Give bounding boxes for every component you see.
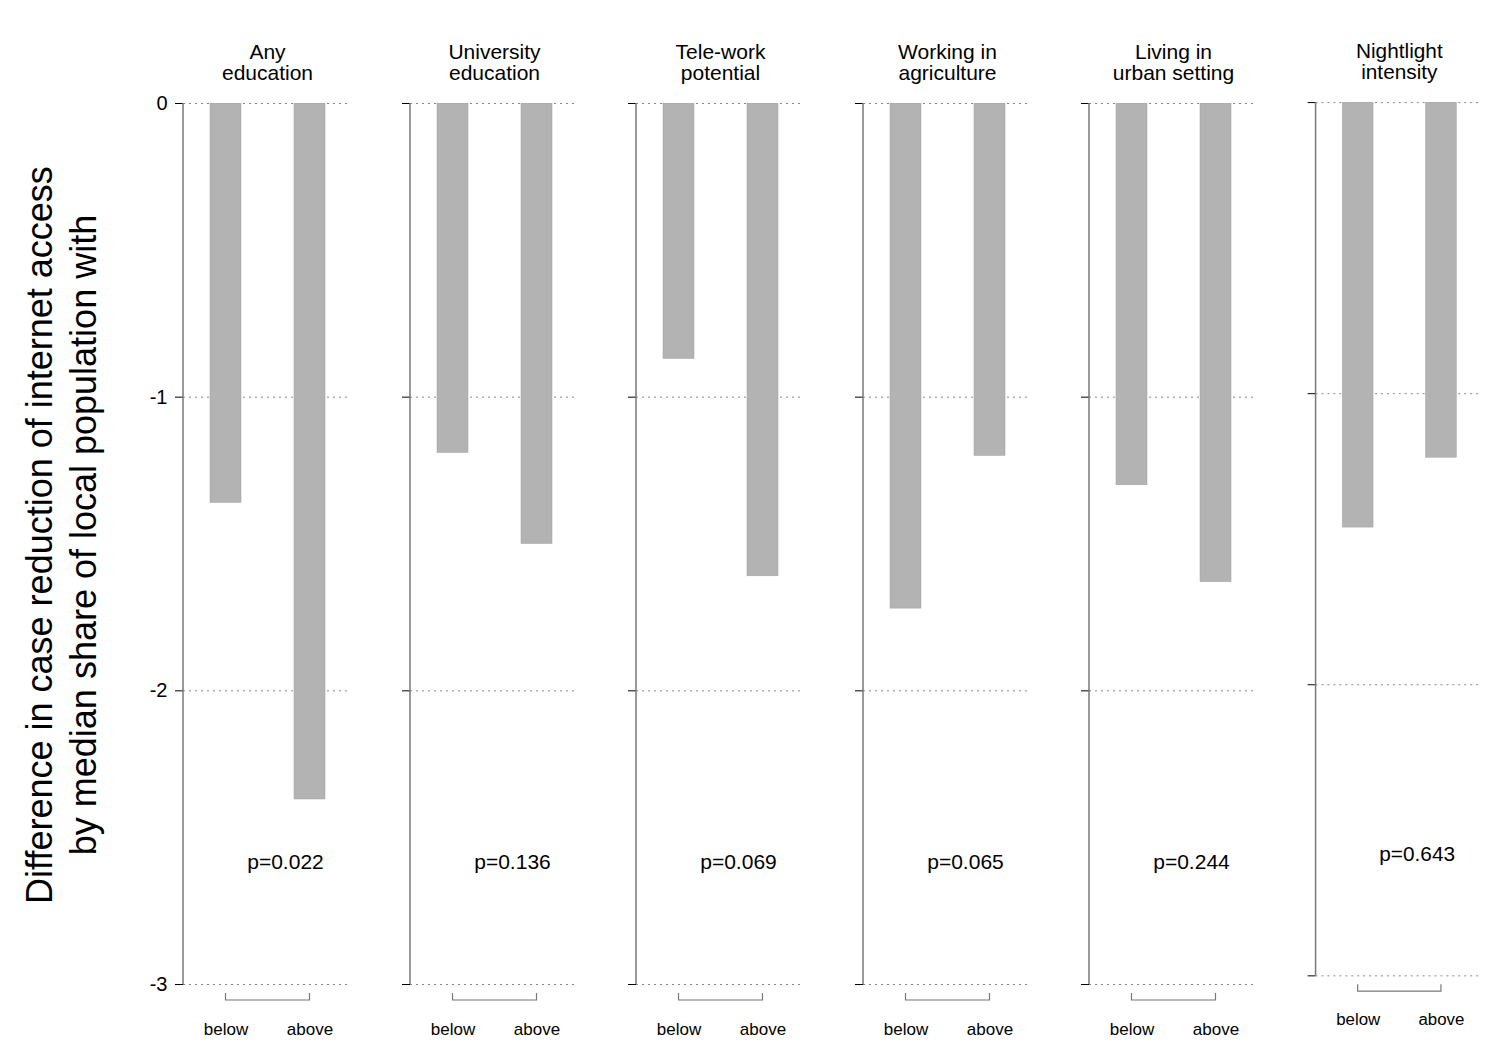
svg-text:-1: -1 <box>150 386 168 408</box>
svg-text:above: above <box>740 1020 786 1039</box>
svg-text:below: below <box>884 1020 929 1039</box>
svg-text:p=0.022: p=0.022 <box>247 850 324 873</box>
svg-text:p=0.065: p=0.065 <box>927 850 1004 873</box>
svg-text:-3: -3 <box>150 973 168 995</box>
svg-text:below: below <box>1110 1020 1155 1039</box>
svg-text:Tele-workpotential: Tele-workpotential <box>676 40 766 84</box>
html-text:Difference in case reduction o: Difference in case reduction of internet… <box>19 166 104 904</box>
svg-text:below: below <box>657 1020 702 1039</box>
svg-text:above: above <box>1418 1010 1464 1029</box>
svg-text:above: above <box>513 1020 559 1039</box>
svg-text:above: above <box>287 1020 333 1039</box>
svg-text:Working inagriculture: Working inagriculture <box>898 40 997 84</box>
svg-text:Living inurban setting: Living inurban setting <box>1113 40 1234 84</box>
svg-text:p=0.136: p=0.136 <box>474 850 551 873</box>
svg-text:above: above <box>967 1020 1013 1039</box>
svg-text:p=0.244: p=0.244 <box>1154 850 1231 873</box>
svg-text:Nightlightintensity: Nightlightintensity <box>1356 39 1443 83</box>
svg-text:below: below <box>430 1020 475 1039</box>
svg-text:Universityeducation: Universityeducation <box>448 40 541 84</box>
svg-text:p=0.643: p=0.643 <box>1379 842 1455 865</box>
svg-text:below: below <box>204 1020 249 1039</box>
svg-text:above: above <box>1193 1020 1239 1039</box>
svg-text:-2: -2 <box>150 679 168 701</box>
svg-text:0: 0 <box>156 92 167 114</box>
svg-text:Anyeducation: Anyeducation <box>222 40 313 84</box>
svg-text:below: below <box>1336 1010 1381 1029</box>
svg-text:p=0.069: p=0.069 <box>700 850 777 873</box>
